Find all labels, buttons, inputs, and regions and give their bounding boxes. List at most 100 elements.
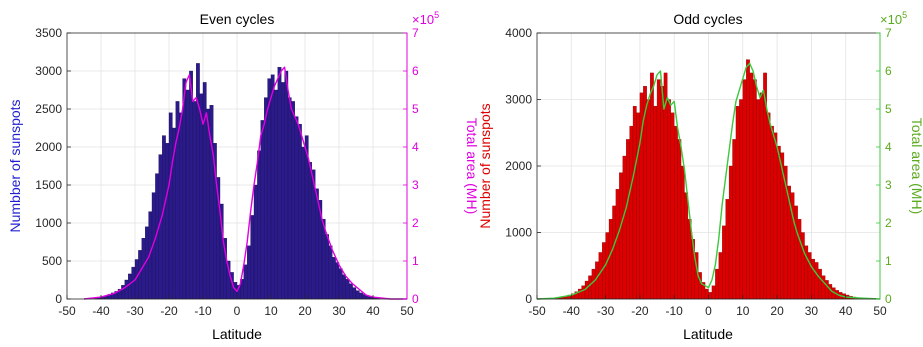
histogram-bar [182,78,187,300]
x-tick-label: 40 [839,304,853,318]
x-tick-label: -30 [126,304,144,318]
histogram-bar [264,97,268,300]
histogram-bar [742,79,747,300]
y-tick-label: 2500 [35,102,62,116]
y2-tick-label: 5 [885,102,892,116]
x-tick-label: 50 [400,304,414,318]
histogram-bar [602,242,606,300]
y2-tick-label: 1 [885,254,892,268]
y-tick-label: 3000 [505,93,532,107]
histogram-bar [735,106,740,300]
x-axis-label: Latitude [683,326,733,342]
histogram-bar [304,135,309,300]
histogram-bar [179,112,183,300]
y2-exponent: ×105 [412,10,439,27]
x-tick-label: -10 [666,304,684,318]
histogram-bar [626,139,630,300]
histogram-bar [718,252,723,300]
histogram-bar [766,112,771,300]
histogram-bar [739,99,743,300]
histogram-bar [209,105,214,300]
chart-title: Odd cycles [673,11,742,27]
x-tick-label: 40 [366,304,380,318]
histogram-bar [185,89,190,300]
histogram-bar [807,252,812,300]
chart-title: Even cycles [200,11,275,27]
histogram-bar [128,273,132,300]
x-tick-label: 50 [873,304,887,318]
histogram-bar [636,112,641,300]
y-tick-label: 500 [42,254,62,268]
histogram-bar [325,234,329,300]
histogram-bar [821,275,826,300]
y2-axis-label: Total area (MH) [909,118,923,214]
x-tick-label: -50 [528,304,546,318]
histogram-bar [632,106,637,300]
x-tick-label: -30 [597,304,615,318]
histogram-bar [629,125,634,300]
histogram-bar [352,287,357,300]
histogram-bar [646,99,651,300]
histogram-bar [298,124,302,300]
histogram-bar [818,268,822,300]
histogram-bar [752,79,757,300]
histogram-bar [250,215,255,300]
y2-tick-label: 6 [885,64,892,78]
histogram-bars [554,59,867,300]
histogram-bar [168,112,173,300]
total-area-line [536,62,881,300]
histogram-bar [811,258,815,300]
histogram-bar [345,279,350,300]
x-tick-label: -40 [92,304,110,318]
x-tick-label: -50 [58,304,76,318]
histogram-bar [189,70,193,300]
histogram-bar [294,116,299,300]
y2-axis-label: Total area (MH) [464,118,480,214]
histogram-bar [605,232,610,300]
histogram-bar [162,135,166,300]
histogram-bar [746,59,750,300]
histogram-bar [824,280,829,300]
x-tick-label: 10 [264,304,278,318]
histogram-bar [301,146,306,300]
histogram-bar [619,172,623,300]
histogram-bar [131,266,136,300]
y2-tick-label: 6 [412,64,419,78]
histogram-bar [800,232,805,300]
x-tick-label: 0 [705,304,712,318]
histogram-bar [291,101,295,300]
y-tick-label: 3000 [35,64,62,78]
histogram-bar [622,155,627,300]
histogram-bar [260,120,265,300]
histogram-bar [684,192,689,300]
y2-tick-label: 3 [885,178,892,192]
area-series-line [536,62,881,300]
y-tick-label: 4000 [505,26,532,40]
histogram-bar [206,108,210,300]
x-tick-label: 30 [805,304,819,318]
y2-tick-label: 2 [885,216,892,230]
y2-tick-label: 4 [412,140,419,154]
histogram-bar [274,89,278,300]
histogram-bar [770,125,774,300]
histogram-bar [257,150,261,300]
histogram-bar [656,79,661,300]
histogram-bar [338,268,343,300]
y-axis-ticks: 0 500 1000 1500 2000 2500 3000 3500 [35,26,71,306]
x-tick-label: 0 [234,304,241,318]
histogram-bar [124,279,129,300]
histogram-bar [814,262,819,300]
even-cycles-chart: -50 -40 -30 -20 -10 0 10 20 30 40 50 0500100015002… [7,10,480,342]
histogram-bar [243,264,248,300]
histogram-bar [277,67,282,300]
histogram-bar [660,86,665,300]
histogram-bar [328,245,333,300]
y-tick-label: 2000 [35,140,62,154]
histogram-bar [756,99,761,300]
histogram-bar [722,225,726,300]
histogram-bar [708,292,713,300]
y2-tick-label: 5 [412,102,419,116]
histogram-bar [591,268,596,300]
histogram-bar [267,78,272,300]
